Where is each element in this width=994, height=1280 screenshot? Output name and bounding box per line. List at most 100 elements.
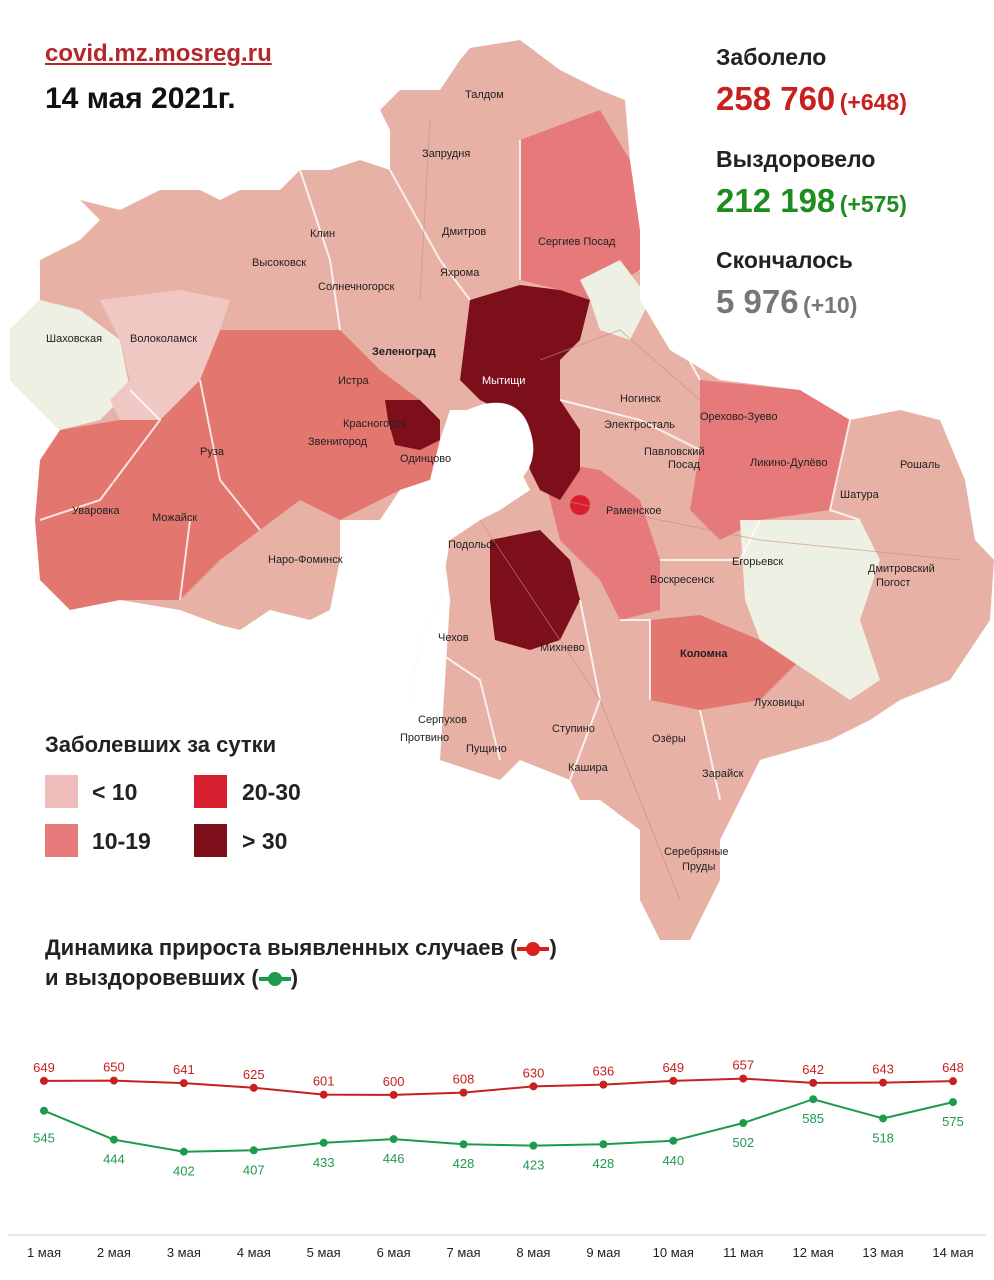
data-label-0-2: 641: [173, 1062, 195, 1077]
svg-text:Можайск: Можайск: [152, 512, 197, 524]
series-point-0-7: [529, 1082, 538, 1091]
svg-text:Озёры: Озёры: [652, 733, 686, 745]
svg-text:Истра: Истра: [338, 375, 370, 387]
svg-text:Павловский: Павловский: [644, 446, 705, 458]
svg-text:Коломна: Коломна: [680, 648, 728, 660]
data-label-1-7: 423: [523, 1158, 545, 1173]
series-point-1-10: [739, 1119, 748, 1128]
data-label-0-0: 649: [33, 1060, 55, 1075]
series-line-1: [43, 1098, 954, 1153]
svg-text:Погост: Погост: [876, 577, 910, 589]
svg-text:Зарайск: Зарайск: [702, 768, 744, 780]
legend-swatch-10-19: [45, 824, 78, 857]
svg-text:Красногорск: Красногорск: [343, 418, 406, 430]
series-point-1-0: [40, 1106, 48, 1115]
data-label-1-6: 428: [453, 1156, 475, 1171]
series-point-0-13: [949, 1077, 957, 1086]
svg-text:Электросталь: Электросталь: [604, 419, 675, 431]
svg-text:Михнево: Михнево: [540, 642, 585, 654]
data-label-0-3: 625: [243, 1067, 265, 1082]
svg-text:Ногинск: Ногинск: [620, 393, 661, 405]
data-label-1-5: 446: [383, 1151, 405, 1166]
x-tick-label: 1 мая: [27, 1245, 61, 1260]
died-delta: (+10): [803, 292, 858, 318]
data-label-0-4: 601: [313, 1074, 335, 1089]
series-point-0-3: [249, 1083, 258, 1092]
recovered-value: 212 198: [716, 182, 836, 219]
x-tick-label: 3 мая: [167, 1245, 201, 1260]
region-map: Талдом Запрудня Клин Дмитров Высоковск Я…: [10, 40, 994, 940]
svg-text:Посад: Посад: [668, 459, 701, 471]
svg-text:Ликино-Дулёво: Ликино-Дулёво: [750, 457, 828, 469]
svg-text:Орехово-Зуево: Орехово-Зуево: [700, 411, 778, 423]
legend-swatch-20-30: [194, 775, 227, 808]
svg-text:Рошаль: Рошаль: [900, 459, 940, 471]
data-label-1-3: 407: [243, 1162, 265, 1177]
series-point-1-9: [669, 1136, 678, 1145]
series-point-0-9: [669, 1076, 678, 1085]
svg-text:Протвино: Протвино: [400, 732, 449, 744]
died-label: Скончалось: [716, 247, 853, 273]
svg-text:Звенигород: Звенигород: [308, 436, 368, 448]
legend-title: Заболевших за сутки: [45, 732, 277, 757]
legend-label-20-30: 20-30: [242, 779, 301, 805]
x-tick-label: 12 мая: [793, 1245, 834, 1260]
dynamics-title-text1: Динамика прироста выявленных случаев (: [45, 935, 518, 960]
infected-label: Заболело: [716, 44, 827, 70]
svg-text:Руза: Руза: [200, 446, 225, 458]
data-label-0-6: 608: [453, 1072, 475, 1087]
dynamics-title-line1: Динамика прироста выявленных случаев (): [45, 933, 557, 963]
series-point-1-3: [249, 1146, 258, 1155]
svg-text:Высоковск: Высоковск: [252, 257, 306, 269]
svg-text:Солнечногорск: Солнечногорск: [318, 281, 394, 293]
dynamics-chart: 649 650 641 625 601 600 608 630 636 649 657 642 643 6…: [8, 1058, 986, 1260]
x-tick-label: 11 мая: [723, 1245, 763, 1260]
svg-text:Ступино: Ступино: [552, 723, 595, 735]
dynamics-title-line2: и выздоровевших (): [45, 963, 557, 993]
legend-label-gt30: > 30: [242, 828, 288, 854]
series-point-0-0: [40, 1076, 48, 1085]
data-label-1-1: 444: [103, 1152, 125, 1167]
data-label-0-1: 650: [103, 1060, 125, 1075]
data-label-1-11: 585: [802, 1111, 824, 1126]
series-point-0-8: [599, 1080, 608, 1089]
series-point-1-13: [949, 1098, 957, 1107]
svg-text:Дмитровский: Дмитровский: [868, 563, 935, 575]
series-point-1-1: [109, 1135, 118, 1144]
data-label-1-2: 402: [173, 1164, 195, 1179]
svg-text:Зеленоград: Зеленоград: [372, 346, 436, 358]
series-point-1-8: [599, 1140, 608, 1149]
x-tick-label: 7 мая: [447, 1245, 481, 1260]
svg-text:Чехов: Чехов: [438, 632, 469, 644]
legend-label-10-19: 10-19: [92, 828, 151, 854]
svg-text:Клин: Клин: [310, 228, 335, 240]
data-label-1-12: 518: [872, 1130, 894, 1145]
legend-label-lt10: < 10: [92, 779, 138, 805]
recovered-marker-icon: [258, 972, 291, 987]
svg-text:Волоколамск: Волоколамск: [130, 333, 197, 345]
svg-text:Серебряные: Серебряные: [664, 846, 729, 858]
svg-text:Кашира: Кашира: [568, 762, 609, 774]
data-label-0-13: 648: [942, 1060, 964, 1075]
svg-text:Раменское: Раменское: [606, 505, 662, 517]
infected-stat: 258 760 (+648): [716, 80, 907, 118]
svg-text:Сергиев Посад: Сергиев Посад: [538, 236, 616, 248]
source-link[interactable]: covid.mz.mosreg.ru: [45, 40, 272, 67]
series-point-1-5: [389, 1135, 398, 1144]
svg-text:Запрудня: Запрудня: [422, 148, 470, 160]
died-stat: 5 976 (+10): [716, 283, 857, 321]
data-label-1-4: 433: [313, 1155, 335, 1170]
data-label-0-12: 643: [872, 1062, 894, 1077]
svg-text:Подольск: Подольск: [448, 539, 497, 551]
svg-text:Талдом: Талдом: [465, 89, 504, 101]
legend-swatch-lt10: [45, 775, 78, 808]
svg-text:Шаховская: Шаховская: [46, 333, 102, 345]
svg-text:Одинцово: Одинцово: [400, 453, 451, 465]
data-label-1-0: 545: [33, 1131, 55, 1146]
infected-value: 258 760: [716, 80, 836, 117]
dynamics-title: Динамика прироста выявленных случаев () …: [45, 933, 557, 993]
x-tick-label: 4 мая: [237, 1245, 271, 1260]
series-point-1-2: [179, 1147, 188, 1156]
series-point-0-11: [809, 1078, 818, 1087]
legend-swatch-gt30: [194, 824, 227, 857]
